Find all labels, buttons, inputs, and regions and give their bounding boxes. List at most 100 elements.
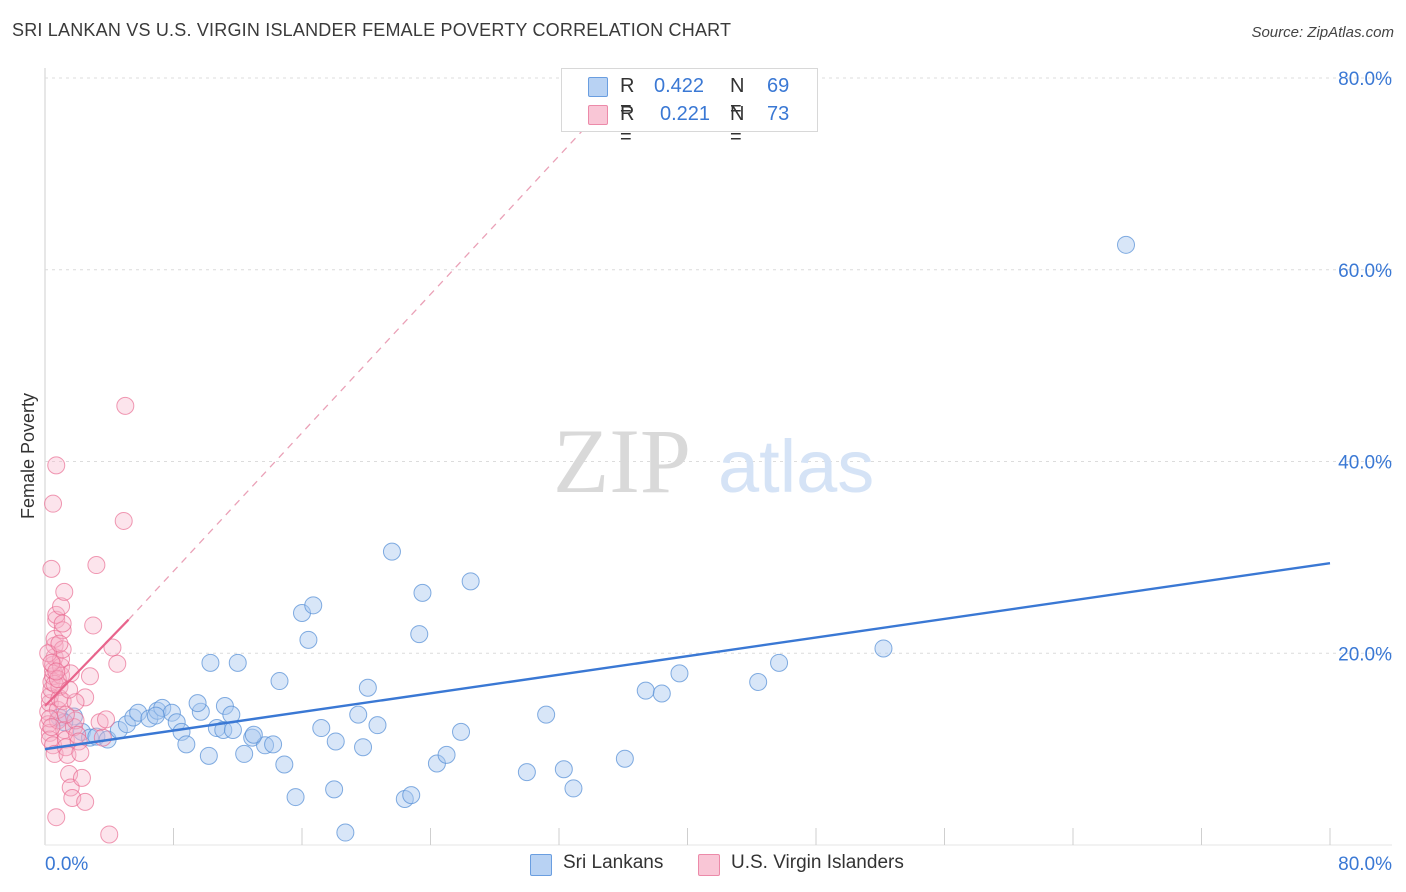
- legend-r-value: 0.422: [654, 75, 705, 97]
- legend-n-label: N =: [730, 103, 745, 148]
- sri-lankan-point: [199, 746, 218, 765]
- virgin-islander-trend-line: [44, 618, 130, 707]
- y-axis-label: Female Poverty: [18, 393, 38, 519]
- sri-lankan-point: [1117, 235, 1136, 254]
- virgin-islander-point: [84, 616, 103, 635]
- sri-lankan-point: [325, 780, 344, 799]
- virgin-islander-point: [72, 768, 91, 787]
- sri-lankan-point: [410, 625, 429, 644]
- virgin-islander-point: [71, 743, 90, 762]
- virgin-islander-point: [42, 653, 61, 672]
- sri-lankan-point: [402, 786, 421, 805]
- virgin-islander-point: [60, 680, 79, 699]
- virgin-islander-point: [103, 638, 122, 657]
- sri-lankan-point: [228, 653, 247, 672]
- virgin-islander-point: [116, 396, 135, 415]
- legend-swatch-blue: [588, 77, 608, 97]
- sri-lankan-point: [358, 678, 377, 697]
- virgin-islander-point: [47, 456, 66, 475]
- virgin-islander-point: [52, 597, 71, 616]
- y-tick-label: 60.0%: [1338, 261, 1392, 282]
- sri-lankan-point: [129, 703, 148, 722]
- legend-label: U.S. Virgin Islanders: [731, 852, 904, 873]
- x-tick-label: 0.0%: [45, 854, 88, 875]
- y-tick-label: 20.0%: [1338, 644, 1392, 665]
- sri-lankan-point: [554, 760, 573, 779]
- legend-swatch-blue: [530, 854, 552, 876]
- legend-r-label: R =: [620, 103, 635, 148]
- sri-lankan-point: [270, 672, 289, 691]
- y-tick-label: 80.0%: [1338, 69, 1392, 90]
- sri-lankan-point: [461, 572, 480, 591]
- virgin-islander-trend-extension: [128, 77, 632, 621]
- virgin-islander-point: [97, 710, 116, 729]
- sri-lankan-point: [874, 639, 893, 658]
- virgin-islander-point: [76, 792, 95, 811]
- sri-lankan-point: [146, 706, 165, 725]
- virgin-islander-point: [42, 718, 61, 737]
- watermark-atlas: atlas: [718, 425, 874, 508]
- legend-label: Sri Lankans: [563, 852, 664, 873]
- y-tick-label: 40.0%: [1338, 453, 1392, 474]
- virgin-islander-point: [56, 705, 75, 724]
- sri-lankan-point: [264, 735, 283, 754]
- sri-lankan-point: [286, 788, 305, 807]
- sri-lankan-point: [615, 749, 634, 768]
- virgin-islander-point: [53, 692, 72, 711]
- sri-lankan-point: [517, 763, 536, 782]
- sri-lankan-point: [537, 705, 556, 724]
- legend-n-value: 73: [767, 103, 790, 125]
- sri-lankan-point: [188, 694, 207, 713]
- legend-swatch-pink: [698, 854, 720, 876]
- sri-lankan-point: [275, 755, 294, 774]
- sri-lankan-point: [299, 630, 318, 649]
- virgin-islander-point: [42, 559, 61, 578]
- x-tick-label: 80.0%: [1338, 854, 1392, 875]
- virgin-islander-point: [44, 494, 63, 513]
- virgin-islander-point: [53, 621, 72, 640]
- sri-lankan-point: [770, 653, 789, 672]
- sri-lankan-point: [312, 719, 331, 738]
- sri-lankan-point: [382, 542, 401, 561]
- virgin-islander-point: [87, 556, 106, 575]
- virgin-islander-point: [76, 688, 95, 707]
- sri-lankan-point: [354, 738, 373, 757]
- sri-lankan-point: [336, 823, 355, 842]
- virgin-islander-point: [80, 667, 99, 686]
- virgin-islander-point: [55, 582, 74, 601]
- legend-swatch-pink: [588, 105, 608, 125]
- sri-lankan-point: [437, 745, 456, 764]
- virgin-islander-point: [53, 640, 72, 659]
- source-label: Source: ZipAtlas.com: [1251, 24, 1394, 41]
- virgin-islander-point: [47, 662, 66, 681]
- sri-lankan-trend-line: [44, 561, 1331, 751]
- virgin-islander-point: [61, 664, 80, 683]
- sri-lankan-point: [368, 716, 387, 735]
- sri-lankan-point: [214, 720, 233, 739]
- legend-r-label: R =: [620, 75, 635, 120]
- sri-lankan-point: [670, 664, 689, 683]
- virgin-islander-point: [108, 654, 127, 673]
- virgin-islander-point: [50, 634, 69, 653]
- sri-lankan-point: [749, 673, 768, 692]
- sri-lankan-point: [235, 744, 254, 763]
- sri-lankan-point: [223, 720, 242, 739]
- sri-lankan-point: [326, 732, 345, 751]
- legend-r-value: 0.221: [660, 103, 711, 125]
- sri-lankan-point: [636, 681, 655, 700]
- virgin-islander-point: [100, 825, 119, 844]
- sri-lankan-point: [652, 684, 671, 703]
- sri-lankan-point: [564, 779, 583, 798]
- virgin-islander-point: [68, 725, 87, 744]
- stats-legend: R = 0.422 N = 69 R = 0.221 N = 73: [561, 68, 818, 148]
- virgin-islander-point: [47, 808, 66, 827]
- virgin-islander-point: [66, 711, 85, 730]
- virgin-islander-point: [114, 511, 133, 530]
- virgin-islander-point: [93, 728, 112, 747]
- sri-lankan-point: [153, 698, 172, 717]
- legend-n-label: N =: [730, 75, 745, 120]
- sri-lankan-point: [177, 735, 196, 754]
- sri-lankan-point: [117, 715, 136, 734]
- virgin-islander-point: [53, 614, 72, 633]
- sri-lankan-point: [124, 708, 143, 727]
